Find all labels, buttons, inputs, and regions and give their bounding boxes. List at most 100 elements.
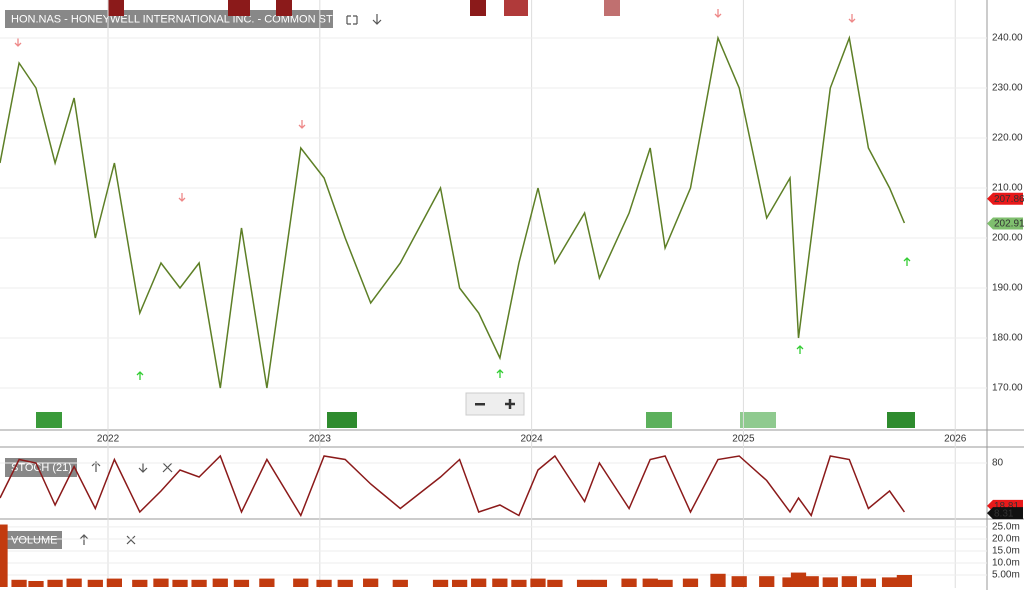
event-markers	[36, 0, 915, 428]
close-icon[interactable]	[162, 462, 173, 473]
x-tick-label: 2023	[309, 434, 332, 445]
zoom-in[interactable]	[505, 399, 515, 409]
volume-bar	[682, 578, 699, 587]
y-tick-label: 200.00	[992, 233, 1023, 244]
event-marker[interactable]	[36, 412, 62, 428]
volume-bar	[66, 578, 82, 587]
last-value-label: 207.86	[994, 194, 1024, 205]
chart-title: HON.NAS - HONEYWELL INTERNATIONAL INC. -…	[11, 13, 357, 25]
last-value-label: 8.31	[994, 508, 1014, 519]
event-marker[interactable]	[327, 412, 357, 428]
volume-bar	[759, 576, 775, 587]
title-badge	[5, 531, 62, 549]
zoom-control	[465, 392, 525, 416]
volume-bar	[576, 579, 593, 587]
volume-bar	[731, 576, 747, 587]
volume-bar	[28, 580, 44, 587]
y-tick-label: 240.00	[992, 33, 1023, 44]
zoom-box	[465, 392, 525, 416]
price-line	[0, 35, 906, 389]
volume-title: VOLUME	[11, 534, 57, 546]
event-marker[interactable]	[646, 412, 672, 428]
volume-bar	[841, 576, 857, 587]
y-tick-label: 230.00	[992, 83, 1023, 94]
buy-arrow	[496, 369, 504, 378]
last-value-label: 202.91	[994, 219, 1024, 230]
volume-bar	[860, 578, 877, 587]
close-icon[interactable]	[126, 535, 136, 545]
event-marker[interactable]	[228, 0, 250, 16]
event-marker[interactable]	[887, 412, 915, 428]
volume-bar	[547, 579, 563, 587]
volume-bar	[106, 578, 122, 587]
volume-bar	[363, 578, 379, 587]
volume-bar	[432, 579, 449, 587]
event-marker[interactable]	[504, 0, 528, 16]
buy-arrow	[136, 371, 144, 380]
volume-bar	[710, 573, 726, 587]
last-value-badge	[987, 217, 1023, 230]
y-tick-label: 170.00	[992, 383, 1023, 394]
title-badge	[5, 10, 333, 28]
volume-bar	[47, 579, 63, 587]
volume-bar	[881, 577, 898, 587]
volume-bar	[657, 579, 673, 587]
volume-bar	[172, 579, 188, 587]
y-tick-label: 25.0m	[992, 522, 1020, 533]
down-icon[interactable]	[138, 463, 148, 473]
buy-arrow	[796, 345, 804, 354]
volume-bar	[511, 579, 527, 587]
volume-bar	[293, 578, 309, 587]
volume-bar	[790, 572, 807, 587]
sell-arrow	[178, 193, 186, 202]
fullscreen-icon[interactable]	[346, 15, 358, 25]
event-marker[interactable]	[108, 0, 124, 16]
up-icon[interactable]	[91, 461, 101, 472]
up-icon[interactable]	[79, 534, 89, 545]
volume-bar	[11, 579, 27, 587]
y-tick-label: 210.00	[992, 183, 1023, 194]
volume-bar	[530, 578, 546, 587]
sell-arrow	[848, 14, 856, 23]
down-icon[interactable]	[372, 14, 382, 25]
volume-bar	[803, 576, 819, 587]
volume-bar	[896, 574, 913, 587]
volume-bar	[451, 579, 468, 587]
y-tick-label: 220.00	[992, 133, 1023, 144]
buy-arrow	[903, 257, 911, 266]
sell-arrow	[298, 120, 306, 129]
event-marker[interactable]	[604, 0, 620, 16]
y-tick-label: 10.0m	[992, 558, 1020, 569]
event-marker[interactable]	[276, 0, 292, 16]
signal-arrows	[14, 9, 911, 380]
sell-arrow	[714, 9, 722, 18]
zoom-out[interactable]	[475, 403, 485, 406]
volume-bar	[591, 579, 608, 587]
volume-bar	[233, 579, 250, 587]
volume-bar	[259, 578, 275, 587]
volume-bar	[0, 524, 8, 587]
y-tick-label: 15.0m	[992, 546, 1020, 557]
volume-bar	[316, 579, 332, 587]
x-tick-label: 2024	[520, 434, 543, 445]
toolbar-icons	[79, 14, 382, 545]
y-tick-label: 180.00	[992, 333, 1023, 344]
last-value-badge	[987, 507, 1023, 520]
volume-bar	[782, 577, 798, 587]
event-marker[interactable]	[740, 412, 776, 428]
stoch-title: STOCH (21)	[11, 462, 72, 474]
x-tick-label: 2026	[944, 434, 967, 445]
event-marker[interactable]	[470, 0, 486, 16]
volume-bar	[337, 579, 353, 587]
background	[0, 0, 987, 588]
volume-bar	[87, 579, 103, 587]
sell-arrow	[14, 38, 22, 47]
y-tick-label: 190.00	[992, 283, 1023, 294]
volume-bar	[492, 578, 508, 587]
volume-bar	[822, 577, 838, 587]
y-tick-label: 5.00m	[992, 570, 1020, 581]
y-tick-label: 20.0m	[992, 534, 1020, 545]
volume-bar	[132, 579, 148, 587]
x-tick-label: 2022	[97, 434, 120, 445]
